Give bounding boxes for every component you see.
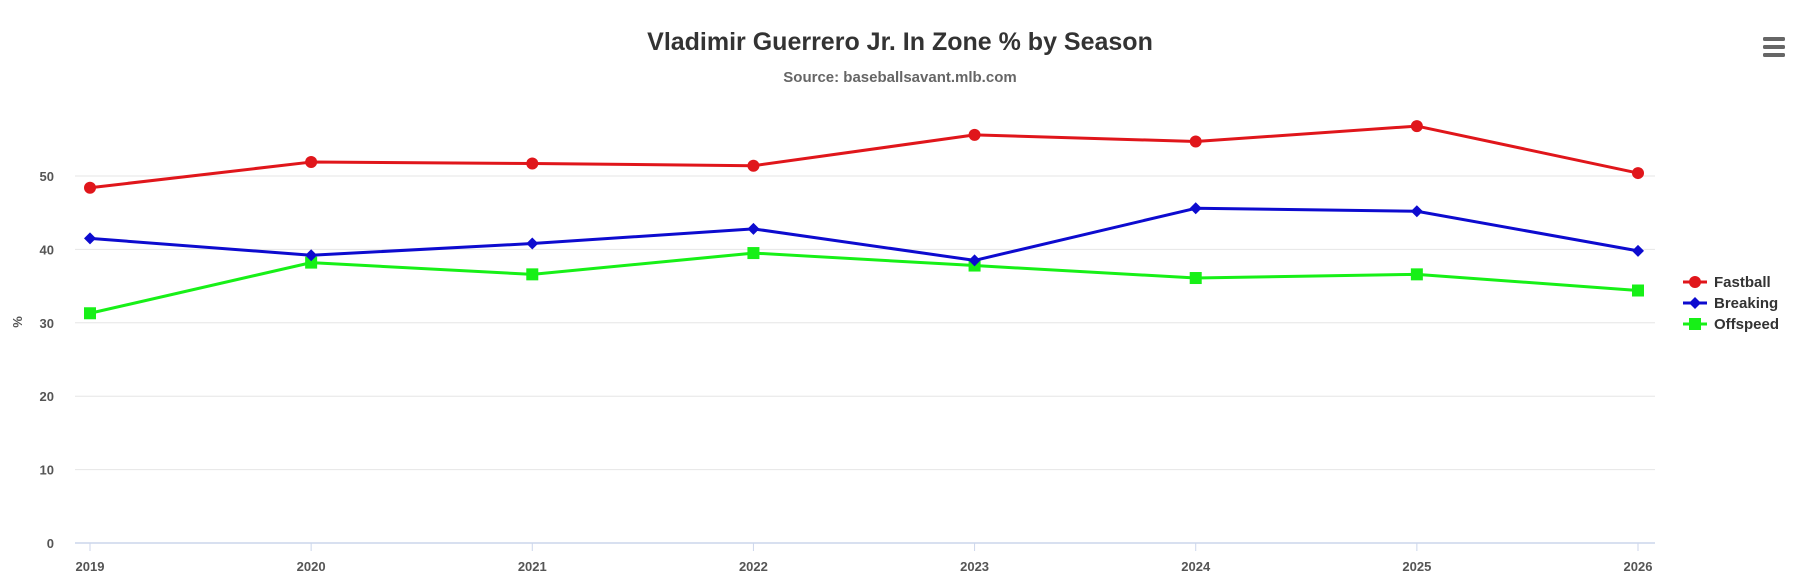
x-tick-label: 2023 bbox=[960, 559, 989, 574]
offspeed-point bbox=[1410, 268, 1423, 281]
series-offspeed bbox=[84, 247, 1644, 320]
y-axis-ticks: 0 10 20 30 40 50 bbox=[40, 169, 54, 551]
y-axis-label: % bbox=[10, 316, 25, 328]
fastball-point bbox=[747, 159, 760, 172]
chart-menu-button[interactable] bbox=[1760, 34, 1786, 60]
hamburger-menu-icon bbox=[1763, 37, 1785, 57]
fastball-point bbox=[84, 181, 96, 194]
x-tick-label: 2020 bbox=[297, 559, 326, 574]
legend-item-offspeed[interactable]: Offspeed bbox=[1683, 316, 1779, 333]
chart-subtitle: Source: baseballsavant.mlb.com bbox=[783, 69, 1016, 86]
offspeed-point bbox=[747, 247, 760, 260]
offspeed-point bbox=[305, 256, 318, 269]
legend-label: Breaking bbox=[1714, 295, 1778, 312]
breaking-point bbox=[84, 232, 96, 245]
y-tick-label: 30 bbox=[40, 316, 54, 331]
legend: Fastball Breaking Offspeed bbox=[1683, 274, 1779, 333]
legend-label: Fastball bbox=[1714, 274, 1771, 291]
gridlines bbox=[75, 175, 1655, 471]
legend-marker bbox=[1689, 318, 1701, 330]
fastball-point bbox=[1410, 120, 1423, 133]
fastball-line bbox=[88, 124, 1640, 190]
breaking-point bbox=[968, 254, 981, 267]
series-fastball bbox=[84, 120, 1644, 194]
breaking-point bbox=[1189, 202, 1202, 215]
x-tick-label: 2021 bbox=[518, 559, 547, 574]
offspeed-point bbox=[1189, 272, 1202, 285]
chart-title: Vladimir Guerrero Jr. In Zone % by Seaso… bbox=[647, 28, 1153, 56]
breaking-point bbox=[1410, 205, 1423, 218]
x-tick-label: 2022 bbox=[739, 559, 768, 574]
breaking-point bbox=[526, 237, 539, 250]
legend-marker bbox=[1689, 297, 1701, 309]
x-tick-label: 2024 bbox=[1181, 559, 1211, 574]
y-tick-label: 0 bbox=[47, 536, 54, 551]
fastball-point bbox=[1189, 135, 1202, 148]
x-tick-label: 2019 bbox=[76, 559, 105, 574]
x-tick-label: 2026 bbox=[1624, 559, 1653, 574]
legend-marker bbox=[1689, 276, 1701, 288]
series-group bbox=[84, 120, 1644, 320]
offspeed-point bbox=[84, 307, 96, 320]
x-tick-label: 2025 bbox=[1402, 559, 1431, 574]
breaking-line bbox=[88, 206, 1640, 262]
y-tick-label: 20 bbox=[40, 389, 54, 404]
y-tick-label: 50 bbox=[40, 169, 54, 184]
offspeed-point bbox=[1632, 284, 1644, 297]
fastball-point bbox=[305, 156, 318, 169]
fastball-point bbox=[968, 128, 981, 141]
offspeed-line bbox=[88, 251, 1640, 315]
breaking-point bbox=[747, 222, 760, 235]
legend-item-fastball[interactable]: Fastball bbox=[1683, 274, 1771, 291]
x-axis-ticks: 2019 2020 2021 2022 2023 2024 2025 2026 bbox=[76, 543, 1653, 574]
offspeed-point bbox=[526, 268, 539, 281]
legend-label: Offspeed bbox=[1714, 316, 1779, 333]
y-tick-label: 10 bbox=[40, 463, 54, 478]
breaking-point bbox=[1632, 244, 1644, 257]
fastball-point bbox=[1632, 167, 1644, 180]
series-breaking bbox=[84, 202, 1644, 267]
fastball-point bbox=[526, 157, 539, 170]
legend-item-breaking[interactable]: Breaking bbox=[1683, 295, 1778, 312]
breaking-point bbox=[305, 249, 318, 262]
y-tick-label: 40 bbox=[40, 242, 54, 257]
